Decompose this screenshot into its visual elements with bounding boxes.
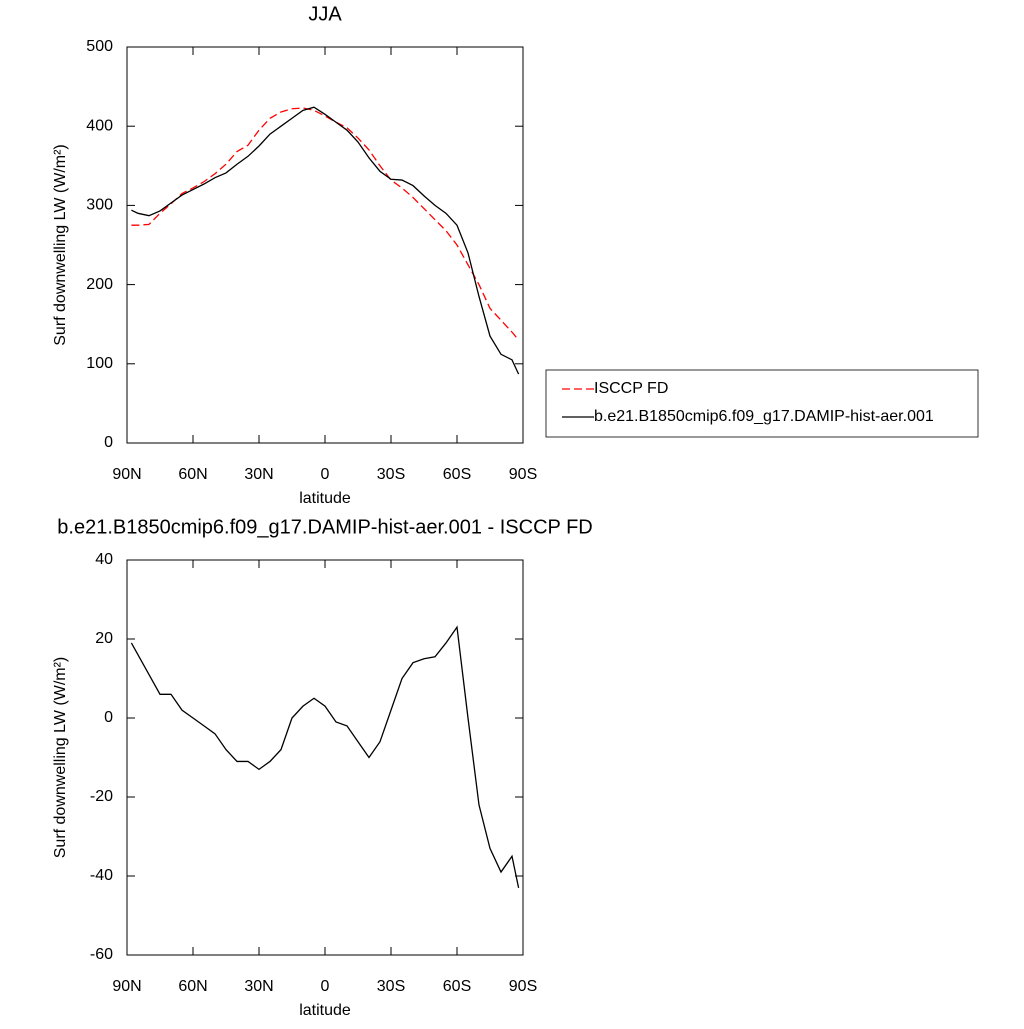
x-tick-label: 30S [377,978,405,995]
chart-title: JJA [308,3,342,25]
y-tick-label: 300 [86,197,113,214]
y-tick-label: 20 [95,630,113,647]
x-tick-label: 60S [443,978,471,995]
y-tick-label: -40 [90,867,113,884]
y-axis-label: Surf downwelling LW (W/m²) [52,144,69,346]
x-tick-label: 30N [244,978,273,995]
data-line [131,106,520,375]
legend-box [545,369,979,438]
y-tick-label: 100 [86,355,113,372]
x-tick-label: 60N [178,466,207,483]
y-tick-label: 500 [86,38,113,55]
y-tick-label: 200 [86,276,113,293]
x-tick-label: 90N [112,466,141,483]
x-tick-label: 60S [443,466,471,483]
y-tick-label: 400 [86,117,113,134]
plot-frame [126,46,524,444]
x-axis-label: latitude [299,490,351,507]
x-tick-label: 60N [178,978,207,995]
y-tick-label: 0 [104,709,113,726]
x-tick-label: 90N [112,978,141,995]
x-tick-label: 0 [321,978,330,995]
x-tick-label: 90S [509,978,537,995]
x-tick-label: 0 [321,466,330,483]
chart-title: b.e21.B1850cmip6.f09_g17.DAMIP-hist-aer.… [57,516,592,538]
x-tick-label: 30S [377,466,405,483]
x-tick-label: 30N [244,466,273,483]
y-axis-label: Surf downwelling LW (W/m²) [52,657,69,859]
plot-frame [126,559,524,956]
x-tick-label: 90S [509,466,537,483]
y-tick-label: -20 [90,788,113,805]
data-line [131,107,520,341]
legend-label: b.e21.B1850cmip6.f09_g17.DAMIP-hist-aer.… [594,408,934,425]
legend-label: ISCCP FD [594,380,668,397]
y-tick-label: -60 [90,946,113,963]
y-tick-label: 0 [104,434,113,451]
x-axis-label: latitude [299,1002,351,1019]
data-line [130,625,520,888]
y-tick-label: 40 [95,551,113,568]
